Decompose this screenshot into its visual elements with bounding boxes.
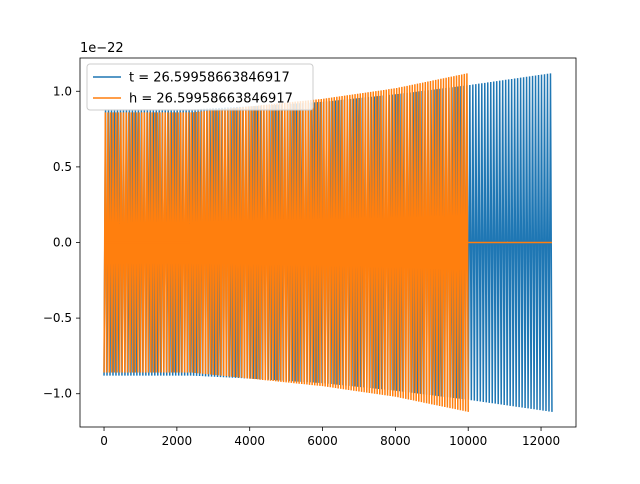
y-offset-label: 1e−22 [80, 41, 124, 56]
x-tick-label: 12000 [522, 434, 560, 448]
y-tick-label: −1.0 [43, 387, 72, 401]
x-tick-label: 0 [100, 434, 108, 448]
legend-label: t = 26.59958663846917 [129, 71, 290, 86]
x-tick-label: 10000 [449, 434, 487, 448]
legend: t = 26.59958663846917 h = 26.599586638469… [86, 63, 314, 111]
x-tick-label: 2000 [162, 434, 193, 448]
x-tick-label: 6000 [307, 434, 338, 448]
x-axis: 0 2000 4000 6000 8000 10000 12000 [100, 427, 560, 448]
y-tick-label: −0.5 [43, 311, 72, 325]
y-tick-label: 1.0 [53, 84, 72, 98]
y-tick-label: 0.5 [53, 160, 72, 174]
x-tick-label: 4000 [234, 434, 265, 448]
x-tick-label: 8000 [380, 434, 411, 448]
y-axis: −1.0 −0.5 0.0 0.5 1.0 [43, 84, 80, 401]
series-line-2 [103, 73, 469, 412]
y-tick-label: 0.0 [53, 236, 72, 250]
legend-label: h = 26.59958663846917 [129, 92, 293, 107]
legend-box [86, 63, 314, 111]
